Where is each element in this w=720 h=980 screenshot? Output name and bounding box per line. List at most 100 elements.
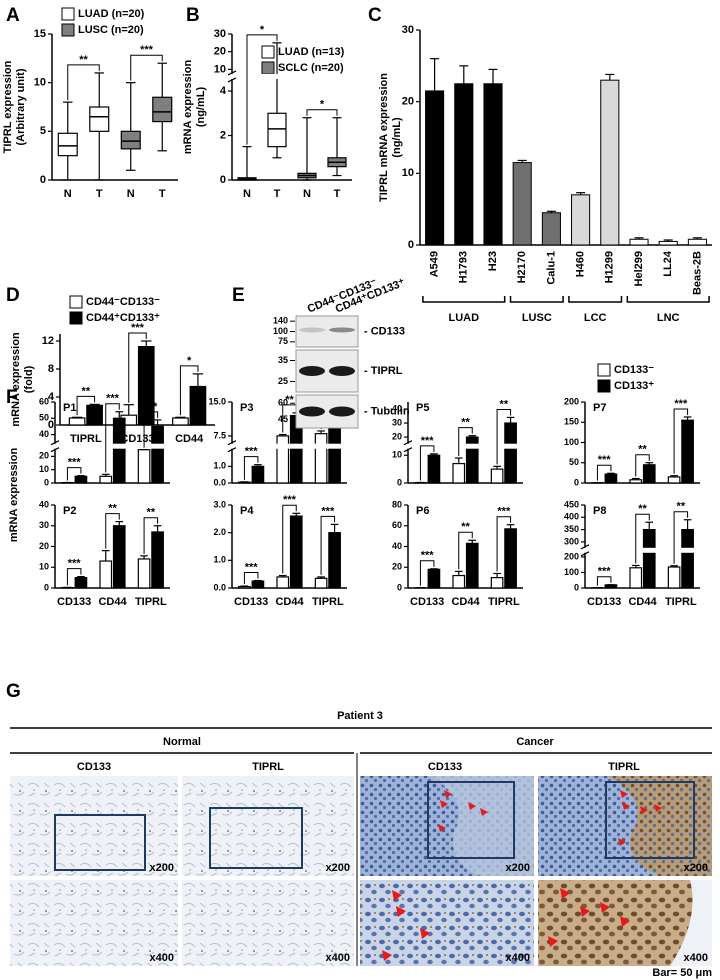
band-label: - CD133 [364,325,405,337]
significance-label: *** [598,454,612,466]
panel-label: F [6,387,18,408]
bar [604,473,618,484]
significance-label: ** [108,503,117,515]
y-tick-label: 0 [44,582,49,592]
panel-label: C [368,5,382,26]
bar [74,475,88,484]
x-tick-label: Beas-2B [691,251,703,295]
legend-label: CD44⁻CD133⁻ [86,296,160,308]
bar [465,436,479,484]
y-tick-label: 30 [214,28,226,40]
y-tick-label: 200 [564,396,579,406]
arrowheads [438,790,662,846]
legend-label: LUAD (n=13) [278,46,345,58]
y-tick-label: 40 [39,429,49,439]
group-line [422,296,506,303]
x-tick-label: TIPRL [665,596,697,608]
legend-label: SCLC (n=20) [278,62,344,74]
y-tick-label: 4 [220,85,227,97]
significance-label: *** [106,393,120,405]
bar [99,475,113,484]
y-tick-label: 20 [392,431,402,441]
scale-bar-label: Bar= 50 μm [652,967,712,979]
y-tick-label: 30 [402,24,414,36]
bar [427,568,441,589]
legend-label: CD133⁺ [614,380,654,392]
subplot-title: P1 [63,402,76,414]
bar [314,433,328,484]
bar [137,449,151,484]
legend-swatch [69,295,83,309]
y-tick-label: 5 [40,125,46,137]
y-tick-label: 10 [214,63,226,75]
x-tick-label: A549 [429,251,441,277]
x-tick-label: TIPRL [135,596,167,608]
axis-break-mark [580,544,590,550]
significance-bracket [243,572,259,585]
significance-label: ** [638,503,647,515]
legend-swatch [69,311,83,325]
x-tick-label: CD44 [98,596,127,608]
bar [504,528,517,589]
significance-bracket [143,517,159,554]
y-tick-label: 4 [48,391,55,403]
x-tick-label: T [159,188,166,200]
inset-box [605,781,695,859]
y-tick-label: 2.0 [213,527,226,537]
y-tick-label: 10 [392,450,402,460]
significance-label: *** [245,561,259,573]
magnification: x200 [506,862,530,874]
bar [658,240,678,246]
group-label: LUSC [522,312,552,324]
magnification: x400 [150,952,174,964]
y-tick-label: 100 [564,567,579,577]
significance-label: *** [421,435,435,447]
x-tick-label: TIPRL [70,433,102,445]
y-tick-label: 0 [48,419,54,431]
bar [490,577,504,589]
significance-label: ** [285,394,294,406]
axis-break-mark [50,440,60,446]
y-tick-label: 10 [39,464,49,474]
x-tick-label: CD133 [120,433,154,445]
y-tick-label: 0 [44,477,49,487]
significance-bracket [419,445,435,481]
x-tick-label: H2170 [516,251,528,283]
y-tick-label: 15.0 [208,396,226,406]
significance-bracket [673,408,689,474]
axis-break [226,73,354,79]
bar [86,404,103,426]
significance-label: ** [461,521,470,533]
y-tick-label: 20 [39,451,49,461]
inset-box [54,814,146,871]
significance-label: *** [68,457,82,469]
significance-label: *** [245,446,259,458]
bar [642,464,656,484]
group-label: LCC [584,312,607,324]
bar [172,417,189,426]
y-tick-label: 40 [392,403,402,413]
group-label: Cancer [516,736,554,748]
bar [99,560,113,589]
y-tick-label: 30 [39,520,49,530]
x-tick-label: Hel299 [633,251,645,286]
significance-bracket [67,64,100,101]
significance-bracket [282,504,297,574]
y-axis-label: (fold) [23,365,35,393]
significance-bracket [419,560,435,586]
bar [425,90,445,246]
legend-swatch [261,61,275,75]
significance-label: *** [68,557,82,569]
y-tick-label: 20 [39,541,49,551]
band-label: - Tubulin [364,405,410,417]
axis-break-mark [403,447,413,453]
y-tick-label: 40 [392,541,402,551]
significance-label: *** [131,322,145,334]
bar [629,567,643,589]
y-axis-label: mRNA expression [10,332,22,427]
tissue-region [538,880,693,966]
significance-label: *** [674,398,688,410]
marker-label: 60 [278,398,288,408]
y-tick-label: 0 [574,477,579,487]
